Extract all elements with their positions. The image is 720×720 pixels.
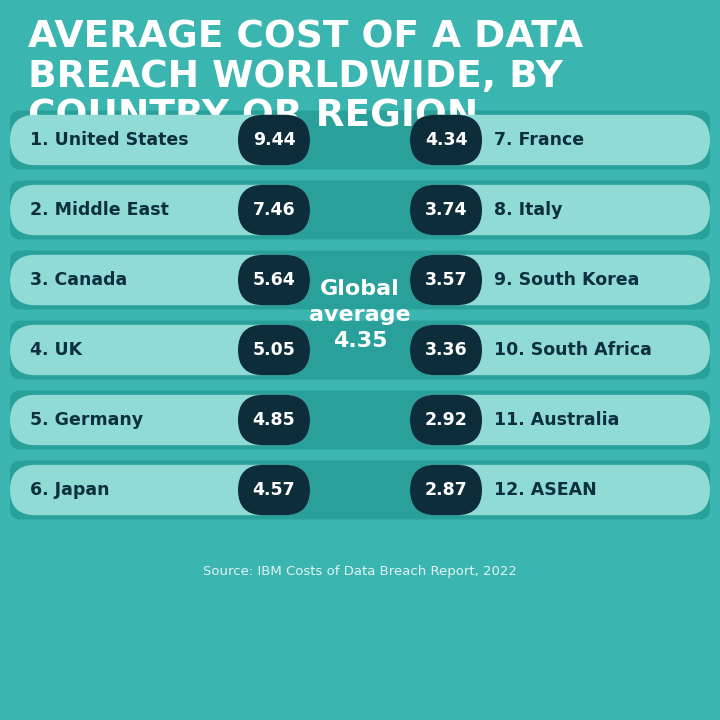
- Text: Global
average
4.35: Global average 4.35: [309, 279, 411, 351]
- FancyBboxPatch shape: [238, 465, 310, 516]
- Text: AVERAGE COST OF A DATA
BREACH WORLDWIDE, BY
COUNTRY OR REGION: AVERAGE COST OF A DATA BREACH WORLDWIDE,…: [28, 20, 583, 135]
- Text: Source: IBM Costs of Data Breach Report, 2022: Source: IBM Costs of Data Breach Report,…: [203, 565, 517, 578]
- FancyBboxPatch shape: [238, 325, 310, 375]
- Text: 5.64: 5.64: [253, 271, 295, 289]
- Text: 3.74: 3.74: [425, 201, 467, 219]
- FancyBboxPatch shape: [410, 325, 482, 375]
- FancyBboxPatch shape: [10, 114, 310, 165]
- FancyBboxPatch shape: [410, 114, 710, 165]
- FancyBboxPatch shape: [10, 251, 710, 310]
- Text: 4. UK: 4. UK: [30, 341, 82, 359]
- Text: 4.85: 4.85: [253, 411, 295, 429]
- Text: 1. United States: 1. United States: [30, 131, 189, 149]
- FancyBboxPatch shape: [10, 395, 310, 445]
- Text: 6. Japan: 6. Japan: [30, 481, 109, 499]
- FancyBboxPatch shape: [238, 255, 310, 305]
- Text: 2.87: 2.87: [425, 481, 467, 499]
- FancyBboxPatch shape: [10, 325, 310, 375]
- FancyBboxPatch shape: [10, 320, 710, 379]
- Text: (in a million U.S. dollars): (in a million U.S. dollars): [28, 148, 231, 166]
- Text: 5.05: 5.05: [253, 341, 295, 359]
- FancyBboxPatch shape: [410, 185, 710, 235]
- FancyBboxPatch shape: [410, 255, 482, 305]
- FancyBboxPatch shape: [10, 390, 710, 449]
- FancyBboxPatch shape: [410, 395, 482, 445]
- Text: 11. Australia: 11. Australia: [494, 411, 619, 429]
- Text: 2. Middle East: 2. Middle East: [30, 201, 169, 219]
- FancyBboxPatch shape: [410, 395, 710, 445]
- FancyBboxPatch shape: [410, 465, 482, 516]
- FancyBboxPatch shape: [238, 114, 310, 165]
- Text: 9.44: 9.44: [253, 131, 295, 149]
- FancyBboxPatch shape: [410, 465, 710, 516]
- FancyBboxPatch shape: [10, 181, 710, 239]
- Text: 12. ASEAN: 12. ASEAN: [494, 481, 597, 499]
- Text: 4.57: 4.57: [253, 481, 295, 499]
- FancyBboxPatch shape: [238, 395, 310, 445]
- FancyBboxPatch shape: [10, 255, 310, 305]
- Text: 3.57: 3.57: [425, 271, 467, 289]
- Text: 5. Germany: 5. Germany: [30, 411, 143, 429]
- Text: 2.92: 2.92: [425, 411, 467, 429]
- FancyBboxPatch shape: [410, 114, 482, 165]
- Text: 10. South Africa: 10. South Africa: [494, 341, 652, 359]
- FancyBboxPatch shape: [10, 111, 710, 169]
- FancyBboxPatch shape: [10, 185, 310, 235]
- Text: 7.46: 7.46: [253, 201, 295, 219]
- Text: 3.36: 3.36: [425, 341, 467, 359]
- Text: 9. South Korea: 9. South Korea: [494, 271, 639, 289]
- Text: 7. France: 7. France: [494, 131, 584, 149]
- FancyBboxPatch shape: [238, 185, 310, 235]
- FancyBboxPatch shape: [410, 255, 710, 305]
- FancyBboxPatch shape: [10, 465, 310, 516]
- FancyBboxPatch shape: [410, 185, 482, 235]
- FancyBboxPatch shape: [10, 461, 710, 519]
- Text: 4.34: 4.34: [425, 131, 467, 149]
- FancyBboxPatch shape: [410, 325, 710, 375]
- Text: 8. Italy: 8. Italy: [494, 201, 562, 219]
- Text: 3. Canada: 3. Canada: [30, 271, 127, 289]
